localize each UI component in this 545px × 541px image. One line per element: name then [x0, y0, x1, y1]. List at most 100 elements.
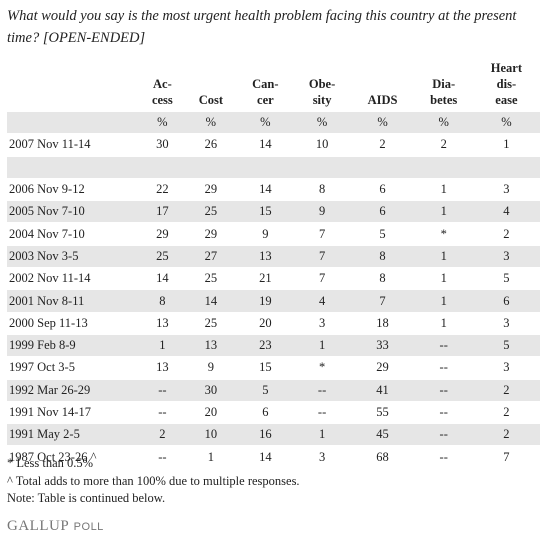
- cell: 29: [184, 177, 237, 201]
- cell: [140, 155, 185, 179]
- footnote: ^ Total adds to more than 100% due to mu…: [7, 473, 300, 488]
- cell: 16: [236, 423, 294, 446]
- cell: 6: [350, 177, 415, 201]
- cell: 13: [140, 356, 185, 380]
- cell: %: [236, 110, 294, 134]
- data-row: 2006 Nov 9-12 22 29 14 8 6 1 3: [7, 177, 540, 201]
- logo-main: GALLUP: [7, 518, 70, 534]
- question: What would you say is the most urgent he…: [7, 8, 517, 46]
- cell: --: [140, 400, 185, 424]
- cell: 29: [350, 356, 415, 380]
- cell: 20: [236, 311, 294, 335]
- row-label: 1992 Mar 26-29: [7, 378, 140, 402]
- cell: 9: [184, 356, 237, 380]
- cell: 68: [350, 445, 415, 468]
- cell: --: [414, 378, 473, 402]
- cell: 1: [472, 133, 540, 157]
- cell: --: [414, 356, 473, 380]
- cell: 33: [350, 333, 415, 357]
- cell: %: [140, 110, 185, 134]
- row-label: 1997 Oct 3-5: [7, 356, 140, 380]
- cell: 6: [350, 200, 415, 223]
- row-label: 2005 Nov 7-10: [7, 200, 140, 223]
- cell: 1: [293, 423, 351, 446]
- data-row: 2002 Nov 11-14 14 25 21 7 8 1 5: [7, 267, 540, 290]
- cell: 3: [472, 356, 540, 380]
- row-label: [7, 110, 140, 134]
- data-row: 1987 Oct 23-26 ^ -- 1 14 3 68 -- 7: [7, 445, 540, 468]
- cell: 2: [350, 133, 415, 157]
- cell: 3: [472, 311, 540, 335]
- cell: --: [414, 400, 473, 424]
- footnotes: * Less than 0.5% ^ Total adds to more tha…: [7, 455, 300, 508]
- cell: 4: [293, 289, 351, 313]
- row-label: 2004 Nov 7-10: [7, 222, 140, 246]
- cell: 30: [184, 378, 237, 402]
- column-header: Ac- cess: [151, 77, 173, 107]
- row-label: 2000 Sep 11-13: [7, 311, 140, 335]
- cell: 9: [236, 222, 294, 246]
- cell: 6: [236, 400, 294, 424]
- data-row: 2001 Nov 8-11 8 14 19 4 7 1 6: [7, 289, 540, 313]
- cell: 3: [293, 445, 351, 468]
- cell: --: [414, 445, 473, 468]
- cell: %: [293, 110, 351, 134]
- results-table: Ac- cess Cost Can- cer Obe- sity AIDS Dia- be…: [7, 60, 540, 468]
- row-label: 1991 Nov 14-17: [7, 400, 140, 424]
- column-header: Obe- sity: [308, 77, 336, 107]
- row-label: 2003 Nov 3-5: [7, 244, 140, 268]
- data-row: 1991 Nov 14-17 -- 20 6 -- 55 -- 2: [7, 400, 540, 424]
- units-row: %%%%%%%: [7, 110, 540, 134]
- cell: %: [414, 110, 473, 134]
- cell: %: [184, 110, 237, 134]
- cell: 7: [293, 244, 351, 268]
- cell: 20: [184, 400, 237, 424]
- cell: 2: [140, 423, 185, 446]
- cell: %: [472, 110, 540, 134]
- data-row: 2004 Nov 7-10 29 29 9 7 5 * 2: [7, 222, 540, 246]
- column-header: Cost: [198, 93, 224, 107]
- cell: 4: [472, 200, 540, 223]
- cell: 14: [236, 177, 294, 201]
- cell: 13: [236, 244, 294, 268]
- cell: 1: [414, 267, 473, 290]
- cell: 7: [293, 267, 351, 290]
- cell: 23: [236, 333, 294, 357]
- cell: 2: [414, 133, 473, 157]
- cell: 55: [350, 400, 415, 424]
- cell: 5: [350, 222, 415, 246]
- cell: 25: [184, 267, 237, 290]
- row-label: 1991 May 2-5: [7, 423, 140, 446]
- cell: 9: [293, 200, 351, 223]
- cell: 2: [472, 378, 540, 402]
- data-row: 2003 Nov 3-5 25 27 13 7 8 1 3: [7, 244, 540, 268]
- cell: --: [293, 400, 351, 424]
- cell: 8: [350, 267, 415, 290]
- row-label: 1987 Oct 23-26 ^: [7, 445, 140, 468]
- cell: 7: [350, 289, 415, 313]
- cell: 3: [293, 311, 351, 335]
- cell: 19: [236, 289, 294, 313]
- cell: 7: [472, 445, 540, 468]
- cell: 29: [140, 222, 185, 246]
- row-label: 2001 Nov 8-11: [7, 289, 140, 313]
- cell: 1: [414, 244, 473, 268]
- cell: 22: [140, 177, 185, 201]
- cell: 17: [140, 200, 185, 223]
- cell: 8: [293, 177, 351, 201]
- cell: 1: [414, 311, 473, 335]
- cell: 2: [472, 400, 540, 424]
- logo-sub: POLL: [73, 521, 104, 533]
- cell: 29: [184, 222, 237, 246]
- column-header: Heart dis- ease: [490, 61, 523, 107]
- row-label: 2007 Nov 11-14: [7, 133, 140, 157]
- cell: [293, 155, 351, 179]
- cell: %: [350, 110, 415, 134]
- cell: 14: [184, 289, 237, 313]
- cell: 1: [414, 177, 473, 201]
- row-label: 1999 Feb 8-9: [7, 333, 140, 357]
- cell: 15: [236, 356, 294, 380]
- cell: 1: [184, 445, 237, 468]
- cell: 14: [140, 267, 185, 290]
- cell: 5: [472, 267, 540, 290]
